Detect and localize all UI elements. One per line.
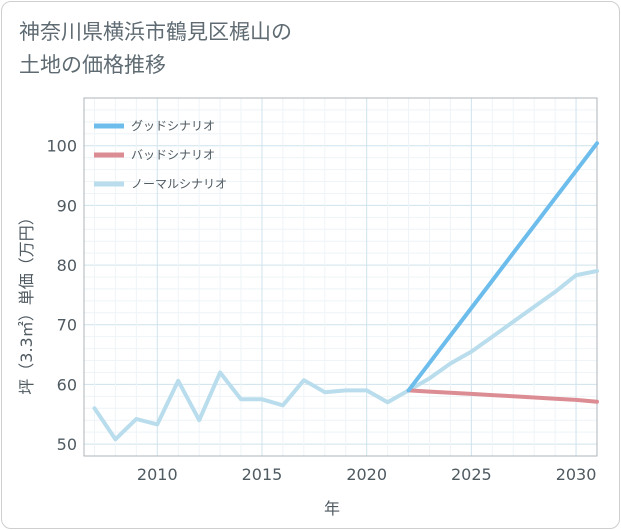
x-tick-label: 2015 bbox=[242, 465, 283, 484]
series-lines bbox=[92, 141, 599, 442]
y-tick-label: 100 bbox=[46, 137, 77, 156]
x-tick-label: 2020 bbox=[346, 465, 387, 484]
legend-label: ノーマルシナリオ bbox=[131, 177, 227, 191]
plot-frame bbox=[83, 97, 598, 457]
x-tick-label: 2025 bbox=[451, 465, 492, 484]
y-tick-labels: 50 60 70 80 90 100 bbox=[46, 137, 77, 454]
series-line-1 bbox=[406, 388, 599, 404]
legend-label: グッドシナリオ bbox=[131, 119, 215, 133]
y-tick-label: 80 bbox=[57, 256, 77, 275]
y-axis-title: 坪（3.3㎡）単価（万円） bbox=[17, 209, 36, 394]
y-tick-label: 50 bbox=[57, 435, 77, 454]
x-tick-label: 2030 bbox=[556, 465, 597, 484]
series-line-2 bbox=[92, 269, 599, 442]
chart-title-line-1: 神奈川県横浜市鶴見区梶山の bbox=[19, 20, 292, 44]
chart-title-line-2: 土地の価格推移 bbox=[19, 53, 166, 77]
x-axis-title: 年 bbox=[324, 499, 340, 518]
x-tick-label: 2010 bbox=[137, 465, 178, 484]
legend-label: バッドシナリオ bbox=[131, 148, 215, 162]
chart-title: 神奈川県横浜市鶴見区梶山の 土地の価格推移 bbox=[19, 16, 439, 82]
y-tick-label: 70 bbox=[57, 316, 77, 335]
series-line-0 bbox=[406, 141, 599, 393]
x-tick-labels: 2010 2015 2020 2025 2030 bbox=[137, 465, 596, 484]
y-tick-label: 90 bbox=[57, 196, 77, 215]
y-tick-label: 60 bbox=[57, 375, 77, 394]
